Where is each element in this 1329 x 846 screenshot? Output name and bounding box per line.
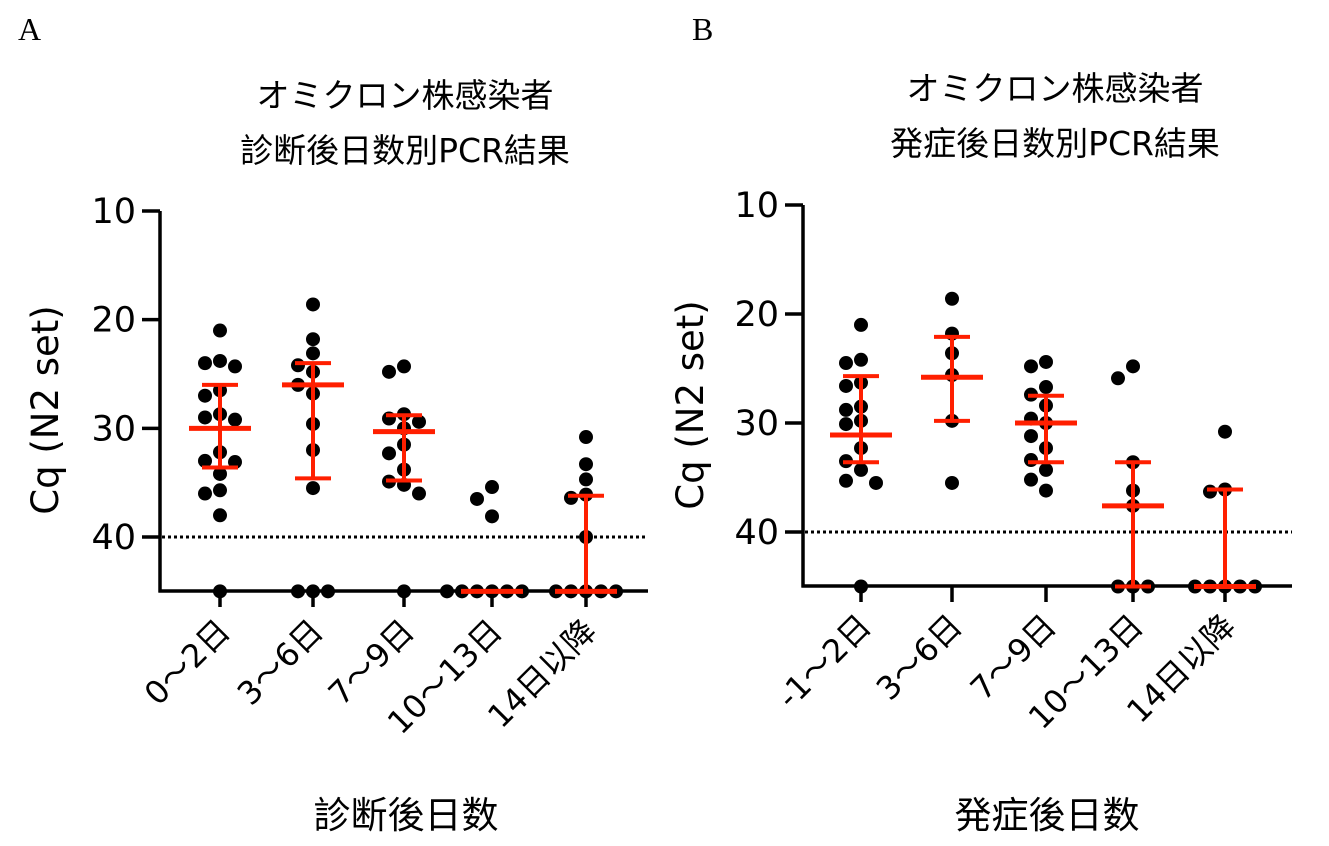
data-point: [213, 323, 227, 338]
chart-title: オミクロン株感染者: [257, 76, 554, 115]
data-point: [198, 356, 212, 371]
y-tick-label: 30: [734, 404, 779, 444]
data-point: [198, 410, 212, 425]
chart-subtitle: 発症後日数別PCR結果: [890, 124, 1220, 163]
data-point: [198, 486, 212, 501]
data-point: [579, 472, 593, 487]
panel-letter: B: [692, 11, 713, 47]
data-point: [306, 481, 320, 496]
data-point: [1111, 371, 1125, 386]
x-tick-label: 0～2日: [137, 612, 238, 713]
data-point: [1024, 472, 1038, 487]
data-point: [1039, 462, 1053, 477]
data-point: [839, 402, 853, 417]
data-point: [854, 579, 868, 594]
x-tick-label: 3～6日: [230, 612, 331, 713]
data-point: [213, 483, 227, 498]
y-tick-label: 10: [91, 192, 136, 232]
data-point: [213, 584, 227, 599]
data-point: [1024, 359, 1038, 374]
data-point: [412, 486, 426, 501]
data-point: [1024, 429, 1038, 444]
x-axis-label: 発症後日数: [955, 794, 1140, 837]
data-point: [1039, 354, 1053, 369]
data-point: [291, 358, 305, 373]
data-point: [579, 457, 593, 472]
data-point: [213, 508, 227, 523]
data-point: [397, 584, 411, 599]
data-point: [854, 462, 868, 477]
data-point: [869, 475, 883, 490]
data-point: [213, 466, 227, 481]
y-tick-label: 40: [91, 518, 136, 558]
data-point: [306, 584, 320, 599]
y-axis-label: Cq (N2 set): [24, 305, 67, 514]
data-point: [412, 414, 426, 429]
data-point: [198, 453, 212, 468]
data-point: [228, 412, 242, 427]
panel-letter: A: [18, 11, 41, 47]
chart-title: オミクロン株感染者: [907, 69, 1204, 108]
x-tick-label: 3～6日: [869, 607, 970, 708]
data-point: [1126, 359, 1140, 374]
data-point: [306, 346, 320, 361]
y-tick-label: 20: [91, 301, 136, 341]
data-point: [839, 378, 853, 393]
data-point: [854, 317, 868, 332]
y-tick-label: 40: [734, 513, 779, 553]
data-point: [198, 388, 212, 403]
y-tick-label: 30: [91, 409, 136, 449]
data-point: [440, 584, 454, 599]
data-point: [945, 475, 959, 490]
data-point: [839, 417, 853, 432]
data-point: [306, 297, 320, 312]
data-point: [228, 359, 242, 374]
data-point: [854, 352, 868, 367]
data-point: [1039, 483, 1053, 498]
data-point: [1024, 453, 1038, 468]
y-tick-label: 20: [734, 295, 779, 335]
data-point: [382, 364, 396, 379]
data-point: [470, 491, 484, 506]
x-axis-label: 診断後日数: [314, 794, 499, 837]
data-point: [1203, 484, 1217, 499]
data-point: [564, 490, 578, 505]
y-tick-label: 10: [734, 186, 779, 226]
data-point: [291, 584, 305, 599]
data-point: [1039, 380, 1053, 395]
data-point: [1218, 424, 1232, 439]
data-point: [382, 446, 396, 461]
data-point: [397, 359, 411, 374]
data-point: [839, 356, 853, 371]
data-point: [485, 509, 499, 524]
data-point: [839, 473, 853, 488]
data-point: [485, 480, 499, 495]
y-axis-label: Cq (N2 set): [669, 300, 712, 509]
data-point: [321, 584, 335, 599]
x-tick-label: -1～2日: [770, 607, 879, 716]
data-point: [213, 353, 227, 368]
chart-subtitle: 診断後日数別PCR結果: [240, 131, 570, 170]
data-point: [945, 291, 959, 306]
data-point: [306, 332, 320, 347]
data-point: [579, 430, 593, 445]
